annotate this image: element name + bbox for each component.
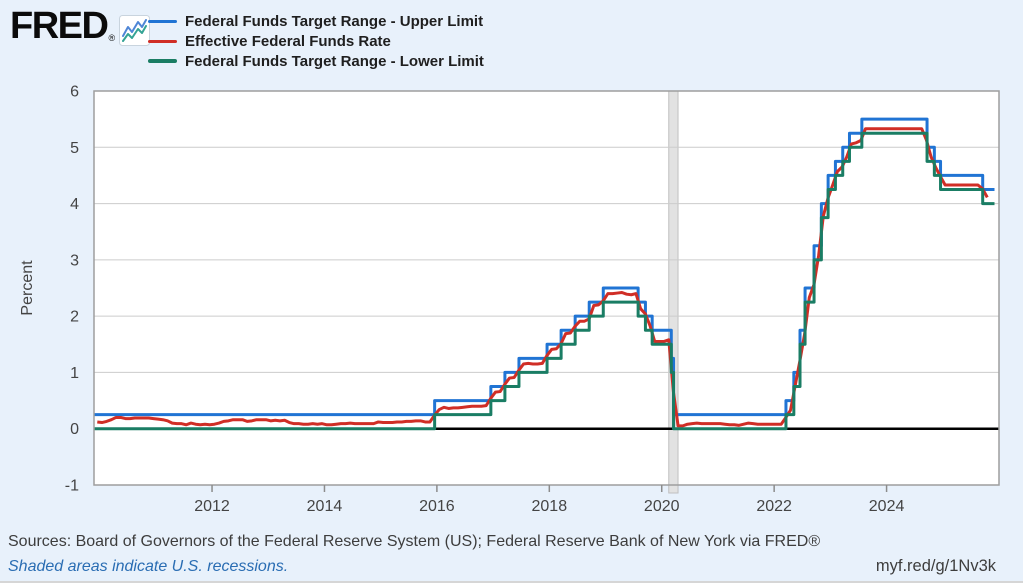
legend-label-upper-limit: Federal Funds Target Range - Upper Limit bbox=[185, 13, 484, 31]
y-tick-label: 0 bbox=[70, 421, 79, 438]
y-tick-label: 2 bbox=[70, 309, 79, 326]
x-tick-label: 2012 bbox=[194, 498, 230, 515]
legend-swatch-upper-limit bbox=[148, 19, 177, 24]
x-tick-label: 2020 bbox=[644, 498, 680, 515]
series-line-0 bbox=[94, 117, 995, 417]
legend-item-effective-rate: Effective Federal Funds Rate bbox=[148, 32, 484, 50]
recessions-link[interactable]: Shaded areas indicate U.S. recessions. bbox=[8, 558, 289, 575]
x-tick-label: 2024 bbox=[869, 498, 905, 515]
series-line-2 bbox=[94, 131, 995, 431]
legend-item-lower-limit: Federal Funds Target Range - Lower Limit bbox=[148, 52, 484, 70]
plot-area bbox=[94, 91, 999, 485]
registered-trademark: ® bbox=[108, 33, 116, 43]
x-tick-label: 2018 bbox=[532, 498, 568, 515]
y-tick-label: 1 bbox=[70, 365, 79, 382]
y-tick-label: 6 bbox=[70, 84, 79, 101]
x-tick-label: 2022 bbox=[756, 498, 792, 515]
legend: Federal Funds Target Range - Upper Limit… bbox=[148, 13, 484, 70]
legend-label-effective-rate: Effective Federal Funds Rate bbox=[185, 32, 391, 50]
permalink[interactable]: myf.red/g/1Nv3k bbox=[875, 557, 996, 575]
legend-swatch-lower-limit bbox=[148, 59, 177, 63]
legend-swatch-effective-rate bbox=[148, 39, 177, 44]
recession-band bbox=[668, 90, 679, 494]
y-tick-label: 5 bbox=[70, 140, 79, 157]
y-tick-label: 4 bbox=[70, 196, 79, 213]
legend-item-upper-limit: Federal Funds Target Range - Upper Limit bbox=[148, 13, 484, 31]
legend-label-lower-limit: Federal Funds Target Range - Lower Limit bbox=[185, 52, 484, 70]
fred-logo[interactable]: FRED ® bbox=[10, 4, 151, 51]
y-tick-label: 3 bbox=[70, 252, 79, 269]
x-tick-label: 2016 bbox=[419, 498, 455, 515]
x-tick-label: 2014 bbox=[307, 498, 343, 515]
fred-logo-chart-icon bbox=[119, 15, 151, 51]
plot-border bbox=[93, 90, 1000, 486]
chart-svg: -1 0 1 2 3 4 5 6 2012 2014 2016 2018 2020 2022 2024 bbox=[65, 84, 1000, 515]
fred-logo-text: FRED bbox=[10, 5, 109, 47]
y-tick-label: -1 bbox=[65, 478, 79, 495]
series-line-1 bbox=[97, 127, 989, 428]
source-note: Sources: Board of Governors of the Feder… bbox=[8, 533, 821, 550]
